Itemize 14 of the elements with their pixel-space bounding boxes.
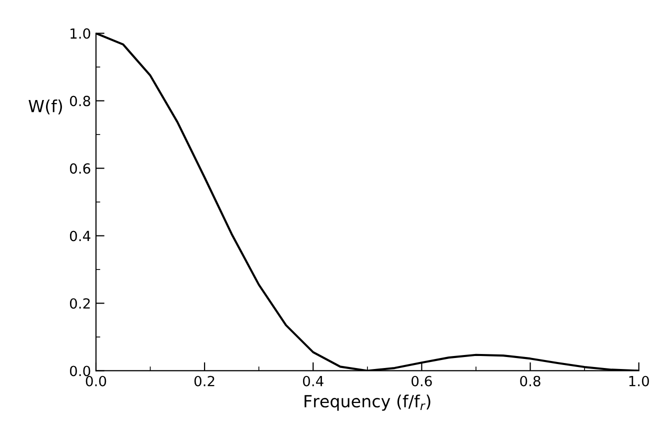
x-tick-label: 1.0: [629, 376, 649, 386]
y-tick-label: 0.2: [70, 298, 90, 309]
y-tick-label: 0.6: [70, 163, 90, 174]
x-tick-label: 0.8: [520, 376, 540, 386]
x-tick-label: 0.0: [86, 376, 106, 386]
x-tick-label: 0.4: [303, 376, 324, 386]
y-axis-title: W(f): [28, 99, 62, 114]
y-tick-label: 0.8: [70, 96, 90, 106]
y-tick-label: 0.4: [70, 230, 90, 242]
x-tick-label: 0.6: [412, 376, 432, 386]
x-axis-title: Frequency (f/f$_{r}$): [304, 394, 430, 411]
y-tick-label: 1.0: [70, 28, 90, 39]
y-tick-label: 0.0: [70, 366, 90, 376]
x-tick-label: 0.2: [194, 376, 214, 386]
